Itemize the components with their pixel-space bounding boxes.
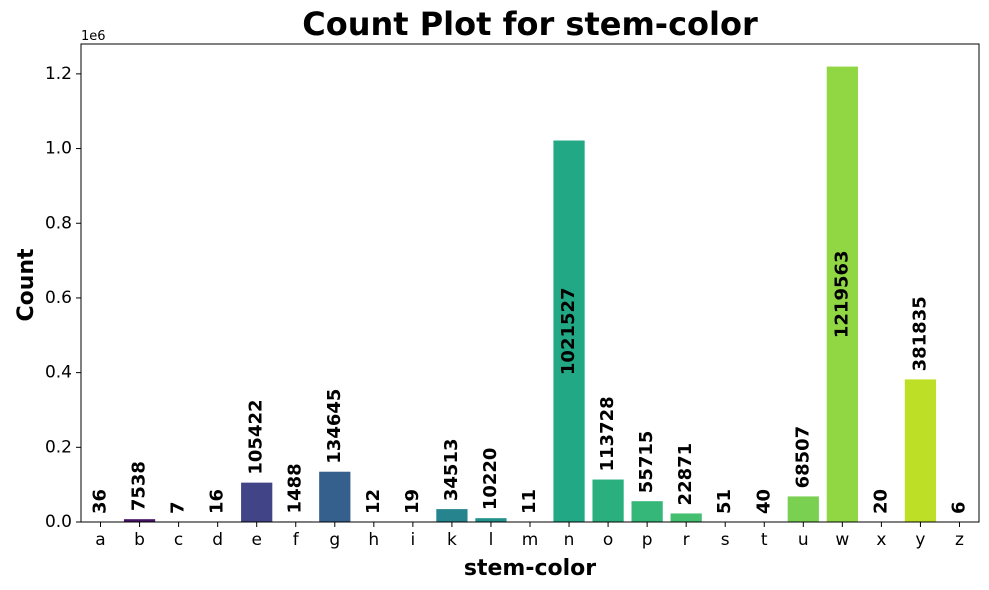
bar-l — [475, 518, 507, 522]
bar-label-t: 40 — [753, 489, 774, 514]
x-tick-label-i: i — [411, 530, 416, 550]
bar-label-h: 12 — [363, 489, 384, 514]
x-tick-label-s: s — [721, 530, 730, 550]
bars-group — [84, 66, 976, 523]
bar-label-g: 134645 — [324, 389, 345, 464]
y-axis: 0.0 0.2 0.4 0.6 0.8 1.0 1.2 — [45, 64, 81, 532]
bar-label-f: 1488 — [285, 463, 306, 513]
bar-label-i: 19 — [402, 489, 423, 514]
y-tick-label-0: 0.0 — [45, 512, 72, 532]
bar-b — [123, 519, 156, 522]
bar-label-r: 22871 — [675, 443, 696, 506]
x-tick-label-m: m — [522, 530, 539, 550]
x-tick-label-g: g — [329, 530, 340, 550]
bar-label-m: 11 — [519, 489, 540, 514]
x-tick-label-r: r — [683, 530, 690, 550]
x-tick-label-y: y — [915, 530, 925, 550]
x-tick-label-l: l — [489, 530, 494, 550]
x-tick-label-n: n — [564, 530, 575, 550]
bar-label-u: 68507 — [792, 426, 813, 489]
y-tick-label-5: 1.0 — [45, 139, 72, 159]
x-axis-label: stem-color — [464, 556, 596, 581]
bar-label-b: 7538 — [129, 461, 150, 511]
bar-p — [631, 501, 663, 522]
bar-label-o: 113728 — [597, 396, 618, 471]
x-tick-label-w: w — [835, 530, 849, 550]
x-tick-label-c: c — [174, 530, 183, 550]
bar-label-c: 7 — [168, 501, 189, 514]
bar-label-s: 51 — [714, 489, 735, 514]
bar-n — [553, 140, 585, 523]
bar-label-p: 55715 — [636, 431, 657, 494]
bar-label-x: 20 — [870, 489, 891, 514]
bar-w — [826, 66, 858, 522]
bar-label-z: 6 — [948, 501, 969, 514]
x-tick-label-b: b — [134, 530, 145, 550]
x-tick-label-z: z — [955, 530, 964, 550]
y-tick-label-2: 0.4 — [45, 363, 72, 383]
x-tick-label-o: o — [603, 530, 613, 550]
y-axis-label: Count — [14, 248, 39, 322]
bar-label-e: 105422 — [246, 399, 267, 474]
bar-label-a: 36 — [90, 489, 111, 514]
bar-label-w: 1219563 — [831, 250, 852, 338]
y-tick-label-1: 0.2 — [45, 437, 72, 457]
bar-r — [670, 513, 702, 522]
bar-label-y: 381835 — [909, 296, 930, 371]
x-tick-label-h: h — [368, 530, 379, 550]
x-tick-label-x: x — [876, 530, 886, 550]
x-tick-label-f: f — [293, 530, 300, 550]
x-tick-label-a: a — [95, 530, 105, 550]
chart-title: Count Plot for stem-color — [302, 5, 758, 43]
y-offset-text: 1e6 — [81, 29, 106, 44]
bar-label-n: 1021527 — [558, 287, 579, 375]
bar-y — [904, 379, 937, 522]
bar-o — [592, 479, 624, 522]
y-tick-label-4: 0.8 — [45, 213, 72, 233]
bar-label-k: 34513 — [441, 438, 462, 501]
x-tick-label-p: p — [642, 530, 653, 550]
x-tick-label-u: u — [798, 530, 809, 550]
bar-g — [319, 471, 351, 522]
x-tick-label-d: d — [212, 530, 223, 550]
bar-label-d: 16 — [207, 489, 228, 514]
bar-labels-group: 36 7538 7 16 105422 1488 134645 12 19 34513 10220 1… — [90, 250, 970, 514]
bar-u — [787, 496, 819, 522]
x-tick-label-e: e — [251, 530, 261, 550]
bar-label-l: 10220 — [480, 448, 501, 511]
bar-k — [436, 509, 468, 522]
y-tick-label-6: 1.2 — [45, 64, 72, 84]
bar-e — [241, 482, 273, 522]
x-tick-label-k: k — [447, 530, 457, 550]
x-tick-label-t: t — [761, 530, 768, 550]
y-tick-label-3: 0.6 — [45, 288, 72, 308]
